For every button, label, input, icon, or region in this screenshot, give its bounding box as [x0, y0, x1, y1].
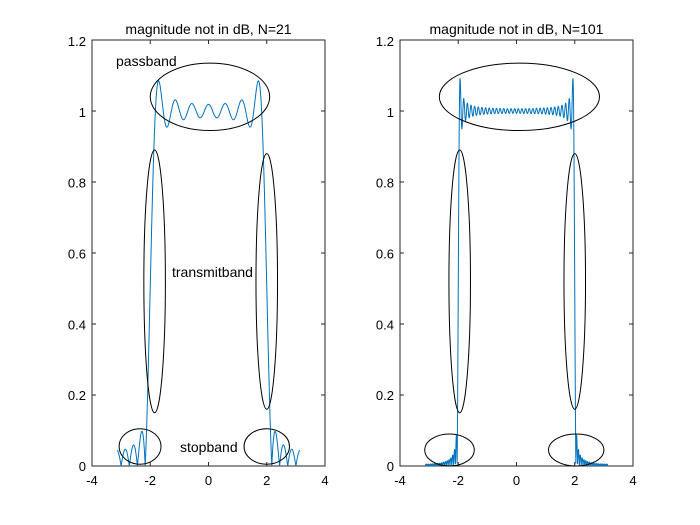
y-tick-label: 1 — [79, 105, 86, 120]
y-tick-label: 1.2 — [376, 34, 394, 49]
y-tick-label: 1 — [387, 105, 394, 120]
annotation-ellipse — [143, 149, 166, 414]
y-tick-label: 0.8 — [68, 176, 86, 191]
x-tick-label: 2 — [263, 473, 270, 488]
annotation-ellipse — [255, 153, 279, 410]
annotation-transmitband: transmitband — [172, 264, 253, 280]
x-tick-label: 4 — [629, 473, 636, 488]
x-tick-label: -2 — [452, 473, 464, 488]
subplot-title: magnitude not in dB, N=101 — [430, 21, 604, 37]
y-axis: 0 0.2 0.4 0.6 0.8 1 1.2 — [68, 34, 86, 474]
y-tick-label: 0.2 — [376, 388, 394, 403]
annotation-ellipse — [448, 149, 471, 414]
y-tick-label: 0 — [387, 459, 394, 474]
subplot-n21: magnitude not in dB, N=21 -4 -2 0 2 4 0 … — [68, 21, 329, 488]
series-line-magnitude — [424, 78, 609, 467]
annotation-ellipse — [149, 62, 271, 132]
y-tick-label: 0.6 — [376, 247, 394, 262]
y-tick-label: 0.6 — [68, 247, 86, 262]
y-tick-label: 0.8 — [376, 176, 394, 191]
x-tick-label: 0 — [513, 473, 520, 488]
annotation-ellipse — [563, 153, 587, 410]
annotation-ellipse — [548, 433, 605, 467]
y-tick-label: 0.4 — [68, 317, 86, 332]
x-tick-label: 4 — [321, 473, 328, 488]
y-tick-label: 0.2 — [68, 388, 86, 403]
annotation-ellipse — [118, 428, 162, 465]
y-tick-label: 1.2 — [68, 34, 86, 49]
x-tick-label: -4 — [394, 473, 406, 488]
x-axis: -4 -2 0 2 4 — [86, 473, 328, 488]
annotation-ellipse — [424, 433, 475, 467]
x-axis: -4 -2 0 2 4 — [394, 473, 636, 488]
annotation-ellipse — [243, 428, 290, 465]
y-tick-label: 0 — [79, 459, 86, 474]
x-tick-label: -4 — [86, 473, 98, 488]
annotation-passband: passband — [116, 53, 177, 69]
y-tick-label: 0.4 — [376, 317, 394, 332]
annotation-ellipse — [438, 62, 601, 132]
annotation-stopband: stopband — [180, 439, 238, 455]
subplot-title: magnitude not in dB, N=21 — [125, 21, 291, 37]
y-axis: 0 0.2 0.4 0.6 0.8 1 1.2 — [376, 34, 394, 474]
x-tick-label: -2 — [144, 473, 156, 488]
annotations: passband transmitband stopband — [116, 53, 253, 455]
subplot-n101: magnitude not in dB, N=101 -4 -2 0 2 4 0… — [376, 21, 637, 488]
x-tick-label: 0 — [205, 473, 212, 488]
x-tick-label: 2 — [571, 473, 578, 488]
series-line-magnitude — [116, 80, 301, 467]
